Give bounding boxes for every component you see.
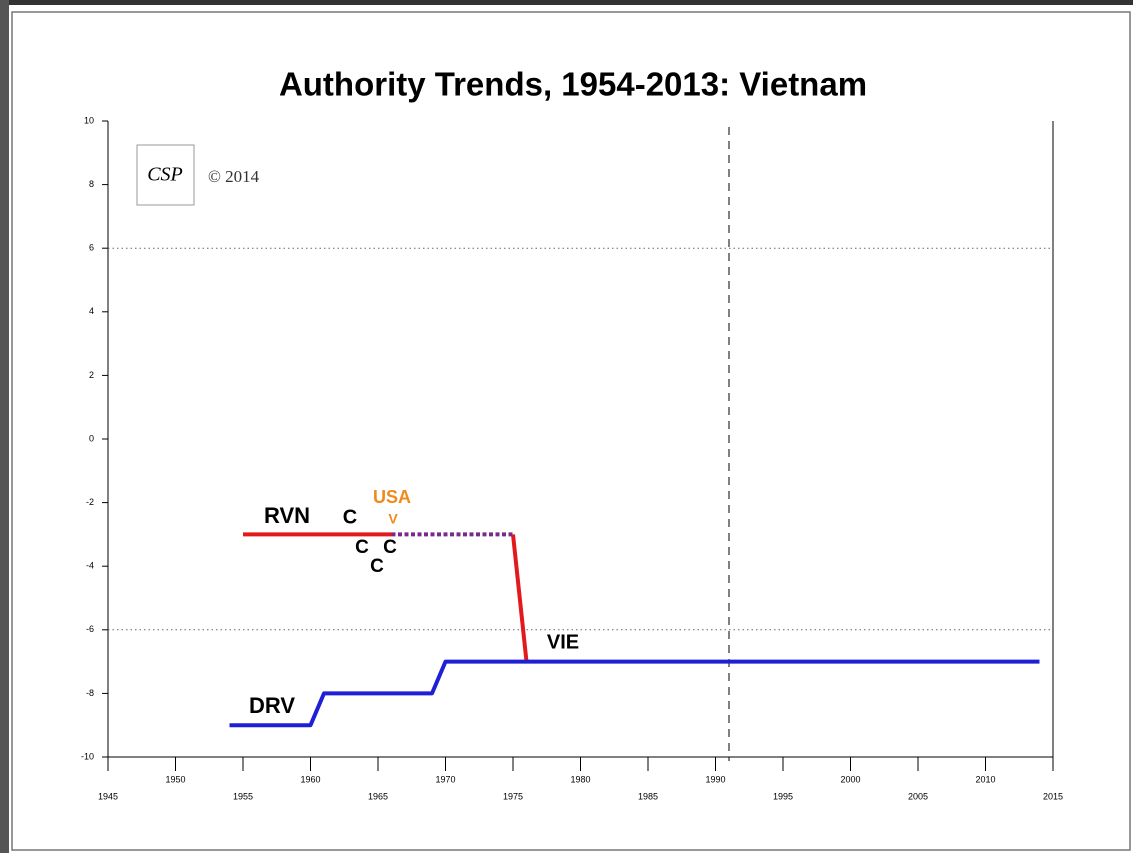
y-tick-label: -8 (86, 688, 94, 698)
x-tick-label: 1985 (638, 791, 658, 801)
logo-box (136, 144, 195, 206)
x-tick-label: 1995 (773, 791, 793, 801)
y-tick-label: -2 (86, 497, 94, 507)
x-tick-label: 1955 (233, 791, 253, 801)
x-tick-label: 1990 (705, 774, 725, 784)
y-tick-label: 10 (84, 115, 94, 125)
y-tick-label: -10 (81, 751, 94, 761)
logo: CSP (147, 164, 183, 186)
y-tick-label: 4 (89, 306, 94, 316)
annotation: USA (373, 487, 411, 507)
x-tick-label: 2000 (840, 774, 860, 784)
x-tick-label: 1945 (98, 791, 118, 801)
x-tick-label: 1950 (165, 774, 185, 784)
y-tick-label: 6 (89, 243, 94, 253)
y-tick-label: -6 (86, 624, 94, 634)
frame (11, 11, 1131, 851)
annotation: C (355, 537, 369, 558)
annotation: DRV (249, 693, 295, 718)
x-tick-label: 2010 (975, 774, 995, 784)
x-tick-label: 1965 (368, 791, 388, 801)
series-line (229, 659, 1040, 728)
y-tick-label: -4 (86, 561, 94, 571)
chart-title: Authority Trends, 1954-2013: Vietnam (279, 66, 867, 103)
x-tick-label: 2015 (1043, 791, 1063, 801)
x-tick-label: 1975 (503, 791, 523, 801)
x-tick-label: 2005 (908, 791, 928, 801)
y-tick-label: 8 (89, 179, 94, 189)
annotation: V (388, 511, 398, 527)
x-tick-label: 1980 (570, 774, 590, 784)
window-bar (0, 0, 1133, 5)
x-tick-label: 1960 (300, 774, 320, 784)
annotation: C (370, 556, 384, 577)
annotation: RVN (264, 503, 310, 528)
annotation: C (383, 537, 397, 558)
copyright: © 2014 (208, 167, 260, 186)
y-tick-label: 2 (89, 370, 94, 380)
frame-left (0, 0, 9, 853)
y-tick-label: 0 (89, 433, 94, 443)
annotation: VIE (547, 631, 579, 653)
annotation: C (343, 506, 357, 528)
series-line (243, 532, 529, 662)
x-tick-label: 1970 (435, 774, 455, 784)
